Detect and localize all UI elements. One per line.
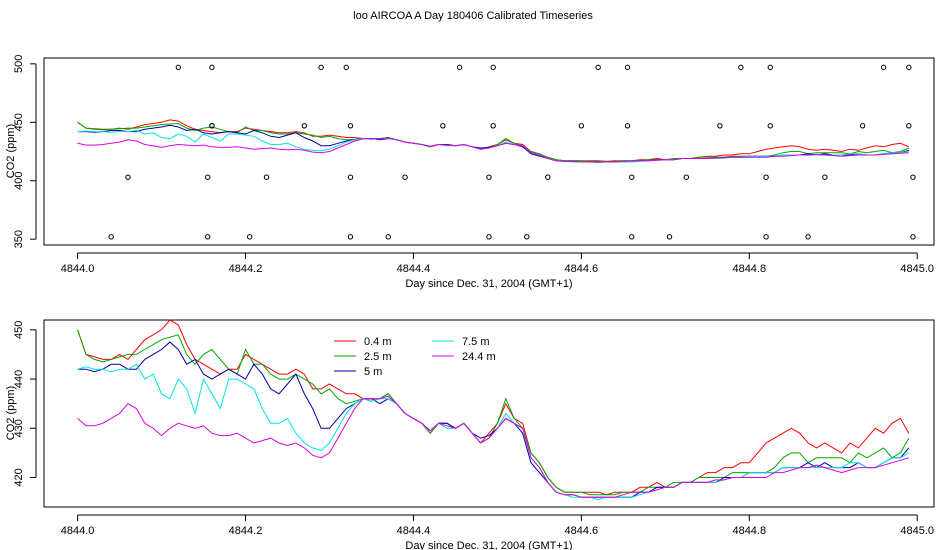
- top-x-tick-label: 4845.0: [900, 263, 934, 275]
- top-marker-point: [859, 123, 866, 129]
- legend-label-1: 0.4 m: [364, 336, 392, 348]
- top-marker-point: [763, 234, 769, 240]
- top-marker-point: [767, 123, 773, 129]
- bottom-series-line-1: [77, 319, 910, 496]
- bottom-legend: 0.4 m 2.5 m 5 m 7.5 m 24.4 m: [334, 336, 496, 378]
- bottom-y-tick-label: 430: [13, 419, 25, 437]
- top-y-tick-label: 450: [13, 113, 25, 131]
- bottom-series-line-5: [77, 395, 909, 498]
- top-marker-point: [263, 174, 270, 180]
- top-marker-point: [205, 174, 211, 180]
- top-marker-point: [486, 174, 492, 180]
- top-x-tick-label: 4844.0: [61, 263, 95, 275]
- bottom-x-tick-label: 4844.4: [397, 525, 431, 537]
- top-marker-point: [108, 234, 114, 240]
- top-marker-point: [683, 174, 690, 180]
- top-marker-point: [545, 174, 551, 180]
- top-marker-point: [490, 64, 496, 71]
- top-marker-point: [880, 64, 887, 71]
- top-marker-point: [738, 64, 744, 71]
- top-marker-point: [624, 64, 631, 71]
- top-series-line-5: [77, 137, 909, 163]
- top-marker-point: [906, 64, 912, 71]
- top-series-layer: [77, 119, 909, 164]
- top-y-tick-label: 500: [13, 55, 25, 73]
- top-marker-point: [486, 234, 492, 240]
- top-markers-layer: [108, 64, 916, 240]
- top-x-tick-label: 4844.8: [732, 263, 766, 275]
- top-marker-point: [490, 123, 496, 129]
- top-y-axis: 350 400 450 500: [13, 55, 37, 248]
- top-series-line-1: [77, 119, 909, 162]
- legend-label-5: 24.4 m: [462, 351, 496, 363]
- top-marker-point: [910, 234, 916, 240]
- bottom-x-tick-label: 4844.6: [565, 525, 599, 537]
- bottom-plot-frame: [43, 319, 935, 508]
- top-marker-point: [456, 64, 463, 71]
- top-marker-point: [125, 174, 131, 180]
- bottom-series-layer: [77, 319, 910, 501]
- top-marker-point: [347, 174, 354, 180]
- top-marker-point: [666, 234, 673, 240]
- top-marker-point: [767, 64, 773, 71]
- legend-label-2: 2.5 m: [364, 351, 392, 363]
- bottom-x-axis-title: Day since Dec. 31, 2004 (GMT+1): [405, 540, 572, 550]
- top-marker-point: [906, 123, 912, 129]
- top-marker-point: [247, 234, 253, 240]
- top-marker-point: [209, 123, 215, 129]
- bottom-x-tick-label: 4845.0: [900, 525, 934, 537]
- bottom-y-axis-title: CO2 (ppm): [5, 386, 17, 440]
- top-y-tick-label: 400: [13, 172, 25, 190]
- top-marker-point: [805, 234, 811, 240]
- top-x-axis-title: Day since Dec. 31, 2004 (GMT+1): [405, 278, 572, 290]
- top-plot-frame: [43, 57, 935, 246]
- chart-title: loo AIRCOA A Day 180406 Calibrated Times…: [353, 10, 593, 22]
- bottom-x-tick-label: 4844.0: [61, 525, 95, 537]
- top-marker-point: [629, 234, 635, 240]
- top-marker-point: [209, 64, 215, 71]
- top-marker-point: [440, 123, 446, 129]
- top-marker-point: [347, 234, 354, 240]
- bottom-y-tick-label: 440: [13, 370, 25, 388]
- legend-label-3: 5 m: [364, 366, 382, 378]
- top-marker-point: [343, 64, 349, 71]
- top-marker-point: [822, 174, 828, 180]
- bottom-x-tick-label: 4844.2: [229, 525, 263, 537]
- top-marker-point: [318, 64, 324, 71]
- top-marker-point: [402, 174, 408, 180]
- top-y-axis-title: CO2 (ppm): [5, 124, 17, 178]
- top-marker-point: [763, 174, 769, 180]
- top-marker-point: [578, 123, 585, 129]
- top-x-axis: 4844.0 4844.2 4844.4 4844.6 4844.8 4845.0: [61, 252, 934, 275]
- bottom-y-axis: 420 430 440 450: [13, 321, 37, 487]
- bottom-x-tick-label: 4844.8: [732, 525, 766, 537]
- top-marker-point: [524, 234, 530, 240]
- top-marker-point: [301, 123, 307, 129]
- top-x-tick-label: 4844.6: [565, 263, 599, 275]
- top-marker-point: [624, 123, 631, 129]
- bottom-y-tick-label: 450: [13, 321, 25, 339]
- top-marker-point: [595, 64, 601, 71]
- top-y-tick-label: 350: [13, 230, 25, 248]
- top-marker-point: [347, 123, 354, 129]
- top-marker-point: [629, 174, 635, 180]
- bottom-x-axis: 4844.0 4844.2 4844.4 4844.6 4844.8 4845.0: [61, 514, 934, 537]
- top-marker-point: [205, 234, 211, 240]
- top-marker-point: [717, 123, 723, 129]
- legend-label-4: 7.5 m: [462, 336, 490, 348]
- bottom-y-tick-label: 420: [13, 468, 25, 486]
- top-marker-point: [175, 64, 182, 71]
- top-marker-point: [385, 234, 391, 240]
- bottom-series-line-2: [77, 329, 910, 496]
- top-marker-point: [910, 174, 916, 180]
- bottom-series-line-3: [77, 341, 910, 498]
- top-x-tick-label: 4844.2: [229, 263, 263, 275]
- top-x-tick-label: 4844.4: [397, 263, 431, 275]
